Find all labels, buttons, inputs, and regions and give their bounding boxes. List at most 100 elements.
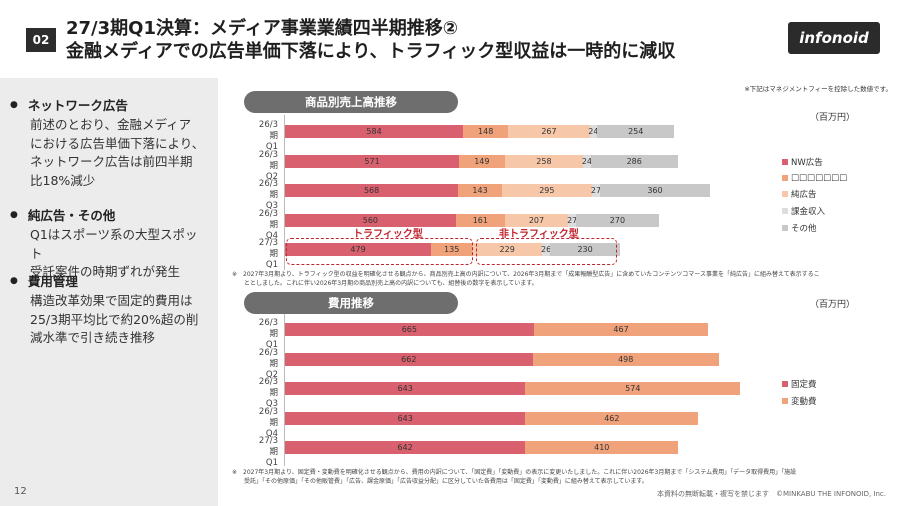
legend-swatch xyxy=(782,208,788,214)
sales-bar-segment: 254 xyxy=(597,125,675,138)
cost-bar-segment: 642 xyxy=(285,441,526,454)
bullet-text: Q1はスポーツ系の大型スポット xyxy=(30,227,198,261)
sales-bar-segment: 286 xyxy=(590,154,678,168)
sales-bar-segment: 584 xyxy=(285,125,464,138)
legend-swatch xyxy=(782,191,788,197)
sales-category-label: 26/3期 Q3 xyxy=(258,179,278,211)
legend-label: 課金収入 xyxy=(791,207,826,217)
bullet-network-ad: ● ネットワーク広告 前述のとおり、金融メディア における広告単価下落により、 … xyxy=(10,95,210,190)
legend-item: 純広告 xyxy=(782,188,847,200)
sales-category-label: 26/3期 Q4 xyxy=(258,208,278,241)
sales-bar-segment: 143 xyxy=(458,184,502,197)
sales-bar-segment: 149 xyxy=(459,154,505,168)
sales-data-label: 571 xyxy=(364,156,380,166)
legend-label: 固定費 xyxy=(791,380,817,390)
bullet-text: 前述のとおり、金融メディア xyxy=(30,117,192,132)
sales-bar-segment: 479 xyxy=(285,243,432,256)
sales-data-label: 24 xyxy=(588,127,599,136)
sales-data-label: 230 xyxy=(577,245,593,254)
sales-bar-segment: 161 xyxy=(455,213,505,227)
sales-bar-segment: 295 xyxy=(501,184,592,197)
cost-bar-segment: 665 xyxy=(285,323,534,336)
sales-bar-segment: 24 xyxy=(588,125,599,138)
cost-category-label: 26/3期 Q2 xyxy=(258,347,278,380)
sales-data-label: 360 xyxy=(647,186,663,195)
legend-label: その他 xyxy=(791,224,817,234)
cost-bar-segment: 662 xyxy=(285,352,533,366)
cost-data-label: 462 xyxy=(604,413,620,423)
cost-category-label: 26/3期 Q3 xyxy=(258,377,278,409)
sales-data-label: 149 xyxy=(474,156,490,166)
sales-bar-segment: 135 xyxy=(431,243,473,256)
cost-footnote: ※ 2027年3月期より、固定費・変動費を明確化させる観点から、費用の内訳につい… xyxy=(232,468,892,486)
non-traffic-highlight-box xyxy=(476,238,617,265)
sales-data-label: 295 xyxy=(539,186,555,195)
cost-data-label: 665 xyxy=(401,325,417,334)
sales-bar-segment: 27 xyxy=(591,184,601,197)
cost-bar-segment: 462 xyxy=(525,411,699,425)
sales-data-label: 135 xyxy=(444,245,460,254)
sales-data-label: 26 xyxy=(540,245,552,254)
sales-data-label: 143 xyxy=(472,186,488,195)
sales-bar-segment: 229 xyxy=(472,243,543,256)
cost-bar-segment: 574 xyxy=(525,382,741,395)
sales-data-label: 161 xyxy=(472,215,488,225)
bullet-text: 受託案件の時期ずれが発生 xyxy=(30,264,181,279)
sales-category-label: 27/3期 Q1 xyxy=(258,238,278,270)
legend-label: □□□□□□□ xyxy=(791,173,848,183)
sales-data-label: 207 xyxy=(528,215,545,225)
sales-bar-segment: 568 xyxy=(285,184,459,197)
sales-bar-segment: 230 xyxy=(550,243,621,256)
footnote-line: ととしました。これに伴い2026年3月期の商品別売上高の内訳についても、組替後の… xyxy=(232,280,538,287)
legend-label: NW広告 xyxy=(791,158,823,168)
cost-y-axis xyxy=(284,314,285,466)
bullet-heading: 純広告・その他 xyxy=(27,208,116,223)
sales-data-label: 267 xyxy=(541,127,557,136)
legend-item: 課金収入 xyxy=(782,205,847,217)
sales-data-label: 479 xyxy=(350,245,366,254)
non-traffic-label: 非トラフィック型 xyxy=(499,229,579,240)
cost-bar-segment: 410 xyxy=(525,441,679,454)
bullet-dot-icon: ● xyxy=(10,275,18,286)
cost-data-label: 410 xyxy=(594,443,610,452)
sales-data-label: 148 xyxy=(478,127,494,136)
cost-data-label: 662 xyxy=(401,354,417,364)
sales-footnote: ※ 2027年3月期より、トラフィック型の収益を明確化させる観点から、商品別売上… xyxy=(232,270,892,288)
sales-bar-segment: 24 xyxy=(581,154,593,168)
sales-bar-segment: 148 xyxy=(463,125,509,138)
sales-data-label: 27 xyxy=(567,215,578,225)
sales-bar-segment: 360 xyxy=(600,184,710,197)
legend-item: NW広告 xyxy=(782,156,847,168)
legend-swatch xyxy=(782,159,788,165)
legend-swatch xyxy=(782,398,788,404)
sales-category-label: 26/3期 Q2 xyxy=(258,149,278,182)
cost-chart-heading: 費用推移 xyxy=(244,292,458,314)
traffic-label: トラフィック型 xyxy=(353,229,423,240)
cost-data-label: 467 xyxy=(613,325,629,334)
legend-label: 純広告 xyxy=(791,190,817,200)
management-fee-note: ※下記はマネジメントフィーを控除した数値です。 xyxy=(744,85,892,93)
sales-bar-segment: 267 xyxy=(508,125,590,138)
cost-bar-segment: 643 xyxy=(285,382,526,395)
sales-legend: NW広告 □□□□□□□ 純広告 課金収入 その他 xyxy=(782,156,847,234)
legend-swatch xyxy=(782,225,788,231)
sales-bar-segment: 560 xyxy=(285,213,456,227)
sales-y-axis xyxy=(284,115,285,270)
sales-data-label: 568 xyxy=(363,186,380,195)
sales-data-label: 286 xyxy=(626,156,642,166)
legend-item: 変動費 xyxy=(782,395,817,407)
traffic-highlight-box xyxy=(286,238,473,265)
sales-data-label: 229 xyxy=(499,245,515,254)
page-number: 12 xyxy=(14,486,27,497)
section-badge: 02 xyxy=(26,28,56,52)
cost-data-label: 574 xyxy=(625,384,641,393)
cost-bar-segment: 643 xyxy=(285,411,526,425)
cost-category-label: 26/3期 Q4 xyxy=(258,406,278,439)
infonoid-logo: infonoid xyxy=(788,22,880,54)
sales-data-label: 560 xyxy=(362,215,379,225)
bullet-cost: ● 費用管理 構造改革効果で固定的費用は 25/3期平均比で約20%超の削 減水… xyxy=(10,271,210,348)
cost-data-label: 642 xyxy=(397,443,413,452)
summary-panel xyxy=(0,78,218,506)
sales-data-label: 258 xyxy=(536,156,552,166)
sales-data-label: 24 xyxy=(581,156,593,166)
